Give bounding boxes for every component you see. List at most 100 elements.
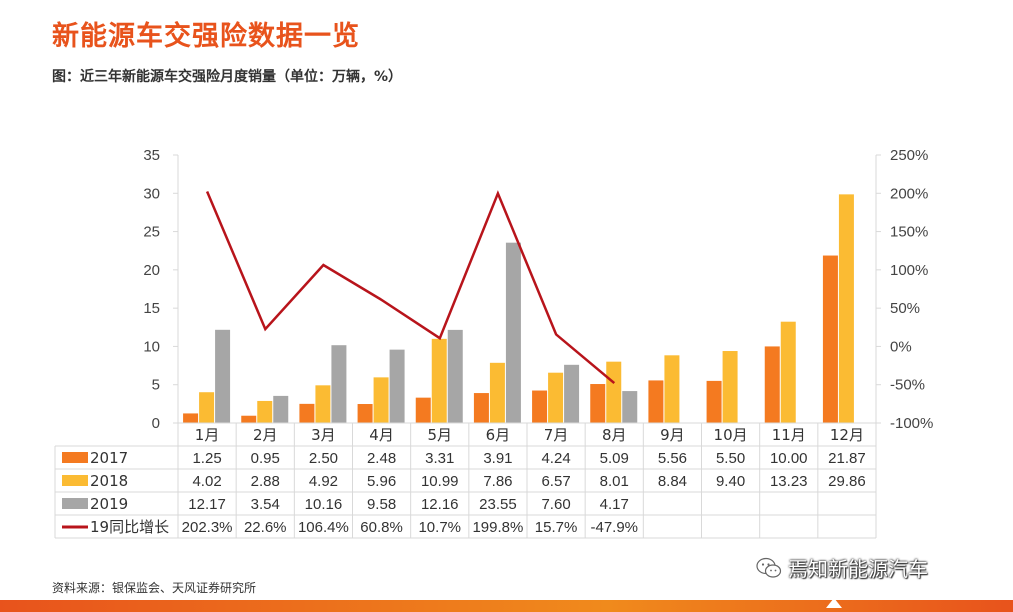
bar-2018 bbox=[780, 321, 796, 423]
data-label: 8.84 bbox=[658, 473, 687, 490]
bar-2018 bbox=[722, 351, 738, 423]
x-tick-label: 10月 bbox=[714, 426, 748, 444]
bar-2018 bbox=[431, 338, 447, 423]
data-label: 12.17 bbox=[188, 496, 226, 513]
data-label: 0.95 bbox=[251, 450, 280, 467]
wechat-icon bbox=[756, 557, 782, 578]
bar-2017 bbox=[706, 380, 722, 423]
y2-tick-label: 200% bbox=[890, 185, 928, 202]
y-tick-label: 35 bbox=[143, 147, 160, 164]
data-label: 9.40 bbox=[716, 473, 745, 490]
line-growth bbox=[205, 190, 616, 385]
x-tick-label: 3月 bbox=[311, 426, 336, 444]
bar-2018 bbox=[548, 372, 564, 423]
x-tick-label: 5月 bbox=[427, 426, 452, 444]
bar-2017 bbox=[415, 397, 431, 423]
data-label: -47.9% bbox=[590, 519, 638, 536]
y-tick-label: 25 bbox=[143, 224, 160, 241]
data-label: 4.02 bbox=[192, 473, 221, 490]
bar-2017 bbox=[764, 346, 780, 423]
data-label: 2.48 bbox=[367, 450, 396, 467]
bar-2019 bbox=[564, 364, 580, 423]
x-tick-label: 12月 bbox=[830, 426, 864, 444]
y2-tick-label: 0% bbox=[890, 338, 912, 355]
data-label: 7.86 bbox=[483, 473, 512, 490]
bar-2017 bbox=[299, 403, 315, 423]
data-label: 4.24 bbox=[541, 450, 570, 467]
data-label: 4.17 bbox=[600, 496, 629, 513]
data-label: 60.8% bbox=[360, 519, 403, 536]
bar-2017 bbox=[590, 384, 606, 423]
y2-tick-label: -50% bbox=[890, 377, 925, 394]
x-tick-label: 9月 bbox=[660, 426, 685, 444]
data-label: 23.55 bbox=[479, 496, 517, 513]
legend-label: 2018 bbox=[90, 472, 128, 490]
watermark: 焉知新能源汽车 bbox=[756, 553, 928, 582]
data-label: 2.50 bbox=[309, 450, 338, 467]
x-tick-label: 6月 bbox=[486, 426, 511, 444]
data-label: 15.7% bbox=[535, 519, 578, 536]
page-title: 新能源车交强险数据一览 bbox=[52, 21, 360, 52]
x-tick-label: 2月 bbox=[253, 426, 278, 444]
bar-2017 bbox=[532, 390, 548, 423]
y-tick-label: 20 bbox=[143, 262, 160, 279]
data-label: 13.23 bbox=[770, 473, 808, 490]
data-label: 8.01 bbox=[600, 473, 629, 490]
y-tick-label: 30 bbox=[143, 185, 160, 202]
y-tick-label: 0 bbox=[152, 415, 160, 432]
x-tick-label: 1月 bbox=[195, 426, 220, 444]
bar-2018 bbox=[373, 377, 389, 423]
x-tick-label: 4月 bbox=[369, 426, 394, 444]
data-label: 5.96 bbox=[367, 473, 396, 490]
data-label: 21.87 bbox=[828, 450, 866, 467]
bar-2017 bbox=[822, 255, 838, 423]
bar-2017 bbox=[357, 404, 373, 423]
bar-2019 bbox=[389, 349, 405, 423]
bar-2019 bbox=[215, 329, 231, 423]
bar-2018 bbox=[199, 392, 215, 423]
bar-2019 bbox=[622, 391, 638, 423]
data-label: 106.4% bbox=[298, 519, 349, 536]
data-label: 10.16 bbox=[305, 496, 343, 513]
bar-2018 bbox=[838, 194, 854, 423]
bar-2017 bbox=[241, 415, 257, 423]
data-label: 22.6% bbox=[244, 519, 287, 536]
bar-2019 bbox=[273, 395, 289, 423]
data-label: 10.7% bbox=[418, 519, 461, 536]
bar-2018 bbox=[257, 400, 273, 423]
x-tick-label: 11月 bbox=[772, 426, 806, 444]
data-label: 12.16 bbox=[421, 496, 459, 513]
legend-label: 2017 bbox=[90, 449, 128, 467]
legend-label: 19同比增长 bbox=[90, 518, 169, 536]
data-label: 4.92 bbox=[309, 473, 338, 490]
bar-2018 bbox=[606, 361, 622, 423]
data-label: 5.50 bbox=[716, 450, 745, 467]
bottom-notch bbox=[826, 598, 842, 608]
data-label: 199.8% bbox=[472, 519, 523, 536]
y2-tick-label: 50% bbox=[890, 300, 920, 317]
data-label: 202.3% bbox=[182, 519, 233, 536]
data-label: 9.58 bbox=[367, 496, 396, 513]
x-tick-label: 7月 bbox=[544, 426, 569, 444]
source-note: 资料来源：银保监会、天风证券研究所 bbox=[52, 581, 257, 595]
legend-label: 2019 bbox=[90, 495, 128, 513]
data-label: 7.60 bbox=[541, 496, 570, 513]
y-tick-label: 10 bbox=[143, 338, 160, 355]
bar-2018 bbox=[315, 385, 331, 423]
chart-subtitle: 图：近三年新能源车交强险月度销量（单位：万辆，%） bbox=[52, 69, 403, 85]
bottom-bar bbox=[0, 600, 1013, 612]
data-label: 10.00 bbox=[770, 450, 808, 467]
data-label: 29.86 bbox=[828, 473, 866, 490]
data-label: 2.88 bbox=[251, 473, 280, 490]
legend-swatch-2019 bbox=[62, 498, 88, 509]
data-label: 3.31 bbox=[425, 450, 454, 467]
bar-2019 bbox=[447, 329, 463, 423]
bar-2017 bbox=[648, 380, 664, 423]
legend-swatch-2018 bbox=[62, 475, 88, 486]
bar-2018 bbox=[489, 362, 505, 423]
y2-tick-label: 150% bbox=[890, 224, 928, 241]
y2-tick-label: -100% bbox=[890, 415, 933, 432]
bar-2019 bbox=[331, 345, 347, 423]
bar-2019 bbox=[505, 242, 521, 423]
